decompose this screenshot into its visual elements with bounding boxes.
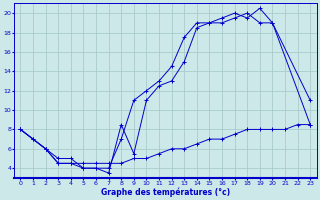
X-axis label: Graphe des températures (°c): Graphe des températures (°c)	[101, 187, 230, 197]
